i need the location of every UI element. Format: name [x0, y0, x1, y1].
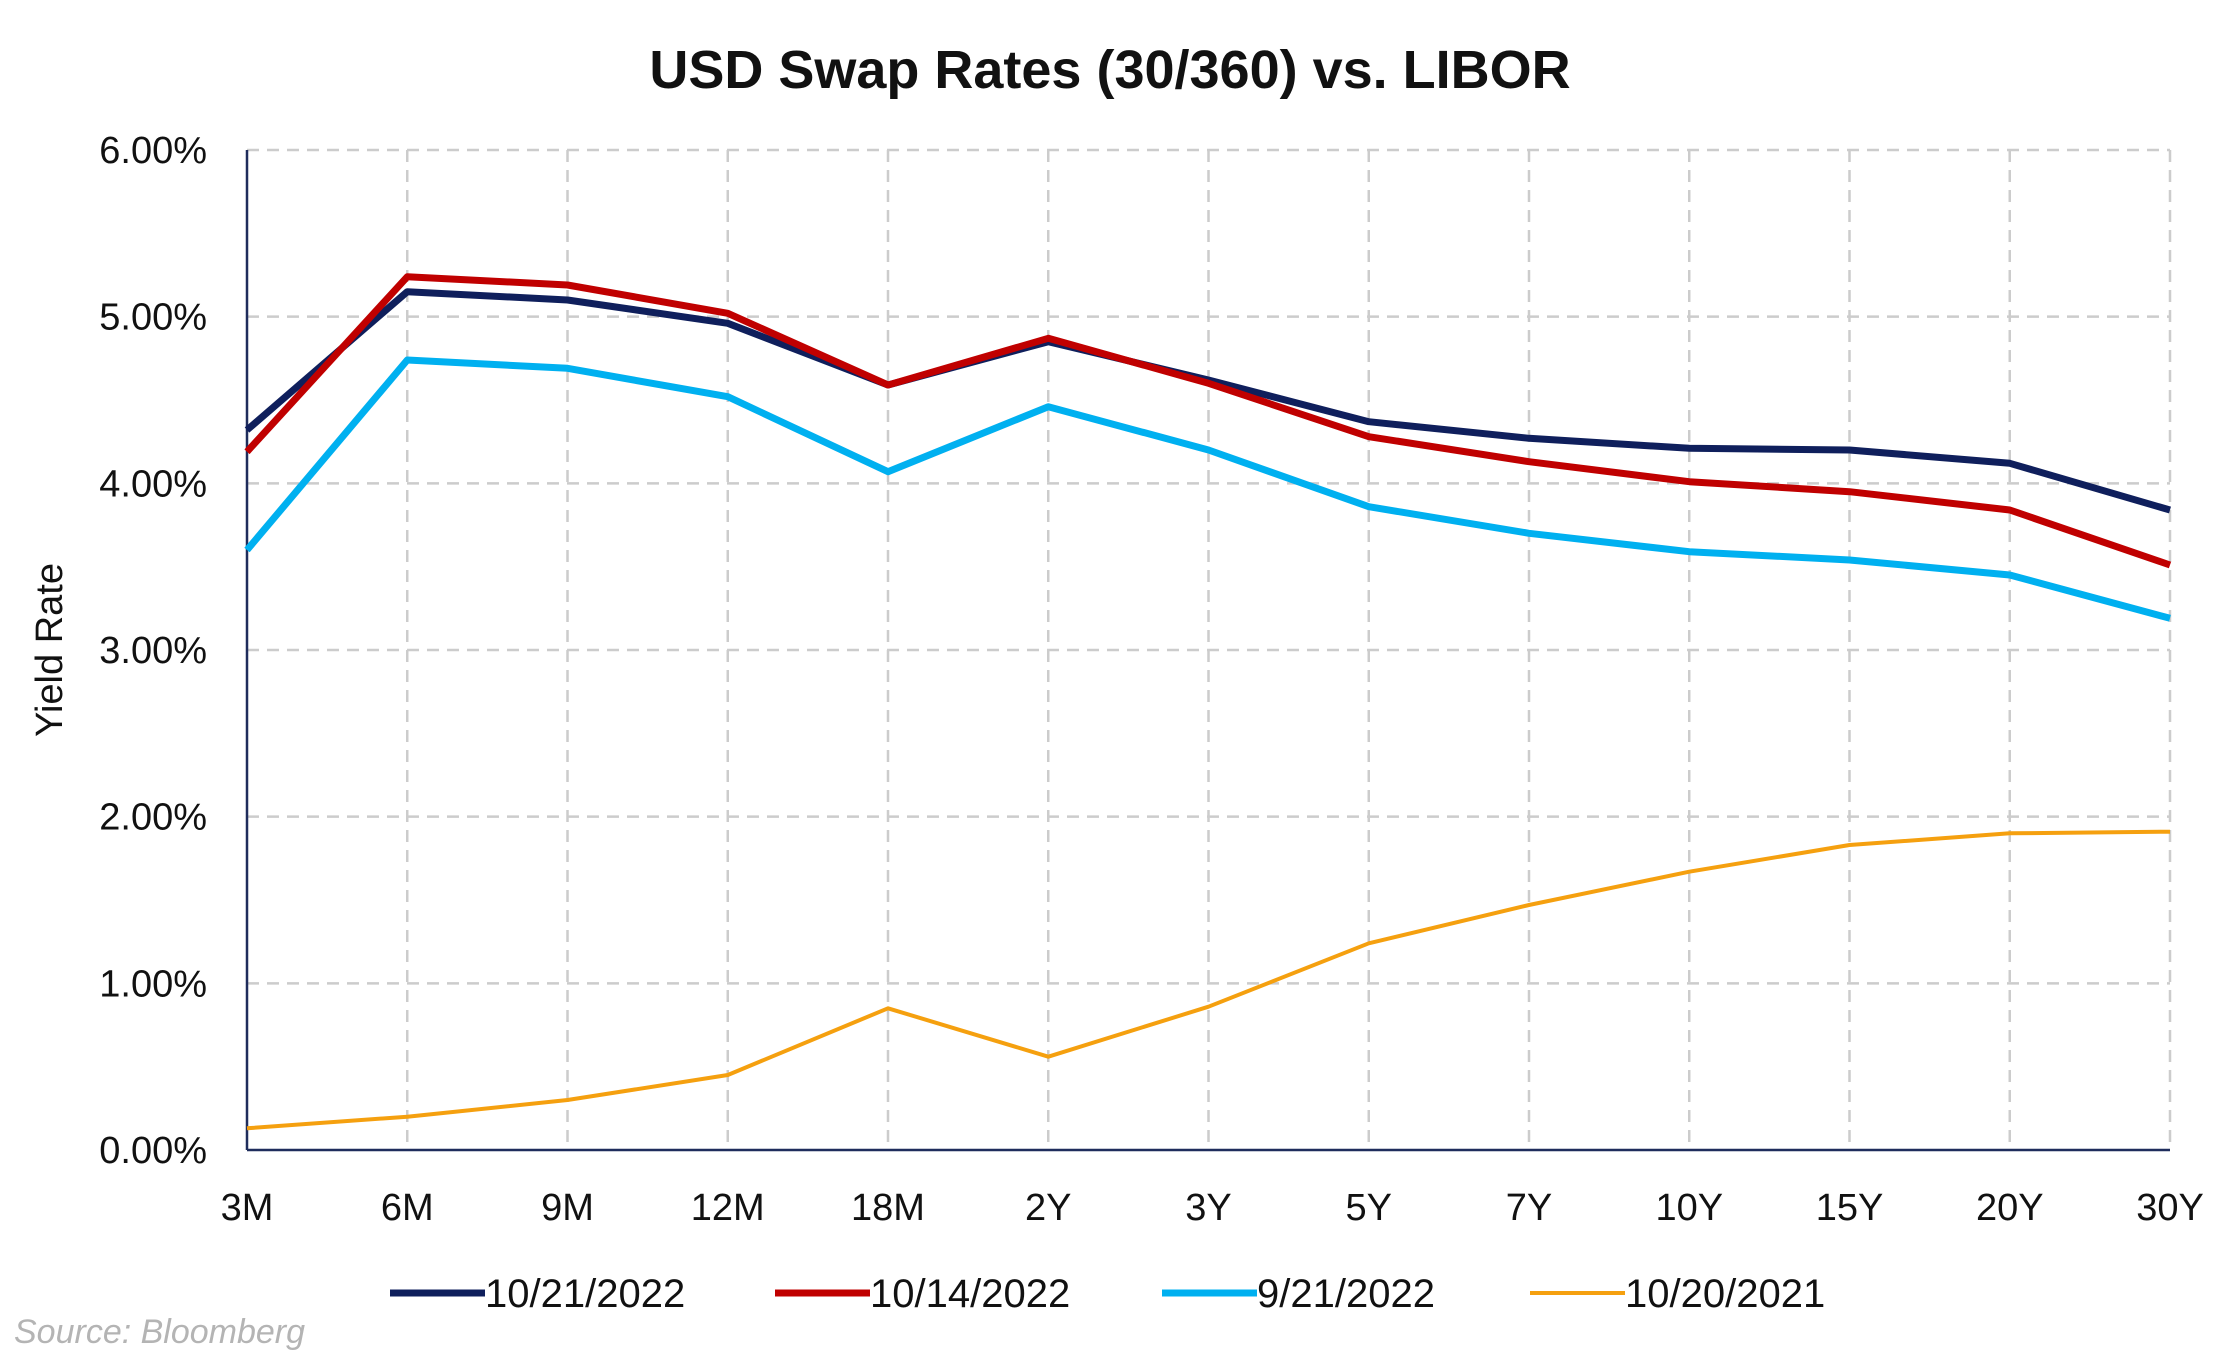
x-tick-label: 3Y: [1185, 1187, 1231, 1229]
x-tick-label: 15Y: [1816, 1187, 1884, 1229]
y-tick-label: 2.00%: [99, 797, 207, 839]
chart-title: USD Swap Rates (30/360) vs. LIBOR: [649, 40, 1570, 100]
x-tick-labels: 3M 6M 9M 12M 18M 2Y 3Y 5Y 7Y 10Y 15Y 20Y 30Y: [221, 1187, 2204, 1229]
x-tick-label: 10Y: [1655, 1187, 1723, 1229]
y-tick-label: 5.00%: [99, 297, 207, 339]
x-tick-label: 2Y: [1025, 1187, 1071, 1229]
grid-lines: [247, 148, 2172, 1150]
y-tick-label: 0.00%: [99, 1130, 207, 1172]
series-line: [244, 356, 2171, 622]
series-line: [246, 829, 2171, 1131]
legend-label: 10/14/2022: [870, 1272, 1070, 1316]
legend-label: 10/20/2021: [1625, 1272, 1825, 1316]
y-tick-label: 4.00%: [99, 463, 207, 505]
y-axis-label: Yield Rate: [29, 563, 71, 737]
source-note: Source: Bloomberg: [14, 1313, 305, 1350]
series-lines: [244, 273, 2172, 1131]
x-tick-label: 5Y: [1346, 1187, 1392, 1229]
x-tick-label: 12M: [691, 1187, 765, 1229]
x-tick-label: 6M: [381, 1187, 434, 1229]
y-tick-label: 3.00%: [99, 630, 207, 672]
legend: 10/21/2022 10/14/2022 9/21/2022 10/20/2021: [390, 1272, 1825, 1316]
y-tick-labels: 0.00% 1.00% 2.00% 3.00% 4.00% 5.00% 6.00%: [99, 130, 207, 1172]
x-tick-label: 7Y: [1506, 1187, 1552, 1229]
legend-label: 10/21/2022: [485, 1272, 685, 1316]
legend-label: 9/21/2022: [1257, 1272, 1435, 1316]
y-tick-label: 6.00%: [99, 130, 207, 172]
x-tick-label: 18M: [851, 1187, 925, 1229]
x-tick-label: 3M: [221, 1187, 274, 1229]
series-line: [244, 273, 2172, 569]
x-tick-label: 9M: [541, 1187, 594, 1229]
x-tick-label: 20Y: [1976, 1187, 2044, 1229]
y-tick-label: 1.00%: [99, 963, 207, 1005]
x-tick-label: 30Y: [2136, 1187, 2204, 1229]
